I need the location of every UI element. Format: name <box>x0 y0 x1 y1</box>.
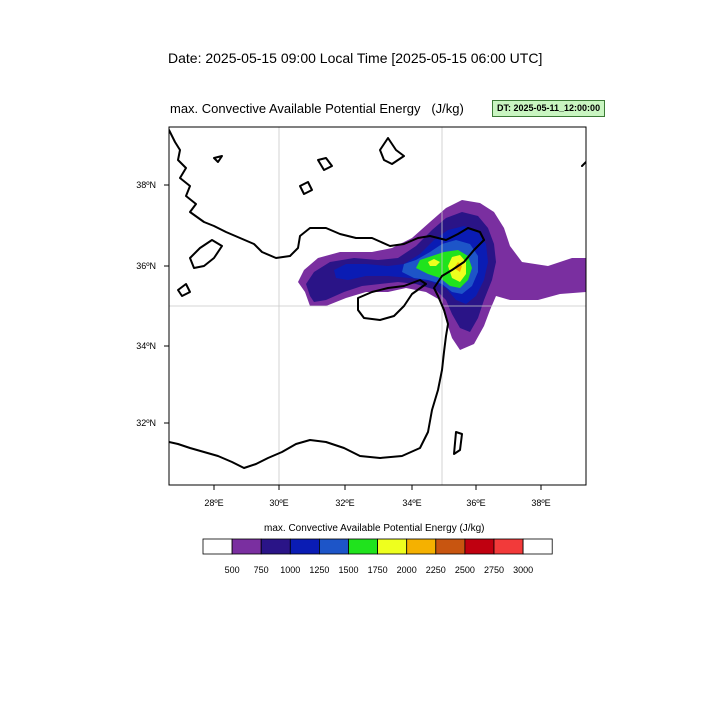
colorbar-box <box>202 538 233 555</box>
colorbar-box <box>464 538 495 555</box>
coast-turkey-bay <box>379 137 405 165</box>
coast-turkey-south <box>169 129 485 259</box>
lat-label: 34ºN <box>136 341 156 351</box>
dt-badge: DT: 2025-05-11_12:00:00 <box>492 100 606 117</box>
coast-island-small-2 <box>177 283 191 297</box>
lon-labels: 28ºE 30ºE 32ºE 34ºE 36ºE 38ºE <box>204 498 550 508</box>
colorbar-box <box>493 538 524 555</box>
colorbar-box <box>231 538 262 555</box>
lon-label: 30ºE <box>269 498 288 508</box>
colorbar-label: 1250 <box>309 565 329 575</box>
colorbar-label: 1750 <box>368 565 388 575</box>
coast-levant <box>169 239 485 469</box>
colorbar-label: 750 <box>254 565 269 575</box>
colorbar-label: 1000 <box>280 565 300 575</box>
cape-level-2000-small <box>428 259 440 266</box>
colorbar-label: 2750 <box>484 565 504 575</box>
map-title: max. Convective Available Potential Ener… <box>170 101 464 116</box>
colorbar-box <box>406 538 437 555</box>
colorbar-box <box>377 538 408 555</box>
colorbar-box <box>260 538 291 555</box>
lat-labels: 38ºN 36ºN 34ºN 32ºN <box>136 180 156 428</box>
coast-island-small-3 <box>453 431 463 455</box>
colorbar-label: 500 <box>225 565 240 575</box>
date-title: Date: 2025-05-15 09:00 Local Time [2025-… <box>168 50 543 66</box>
colorbar-box <box>348 538 379 555</box>
lat-label: 32ºN <box>136 418 156 428</box>
lon-label: 34ºE <box>402 498 421 508</box>
coast-dodecanese-2 <box>317 157 333 171</box>
colorbar-box <box>522 538 553 555</box>
colorbar-box <box>289 538 320 555</box>
coast-island-small-1 <box>213 155 223 163</box>
colorbar-box <box>435 538 466 555</box>
lon-label: 32ºE <box>335 498 354 508</box>
lat-label: 38ºN <box>136 180 156 190</box>
coast-cyprus <box>357 279 427 321</box>
colorbar-label: 2500 <box>455 565 475 575</box>
coast-dodecanese-1 <box>299 181 313 195</box>
colorbar-box <box>318 538 349 555</box>
coast-island-small-4 <box>581 161 586 167</box>
map-frame <box>168 126 587 486</box>
lon-label: 28ºE <box>204 498 223 508</box>
lon-label: 38ºE <box>531 498 550 508</box>
axis-ticks <box>164 184 542 490</box>
lat-label: 36ºN <box>136 261 156 271</box>
colorbar-title: max. Convective Available Potential Ener… <box>264 523 485 534</box>
map-content <box>169 127 586 485</box>
colorbar-labels: 500 750 1000 1250 1500 1750 2000 2250 2500 2750 30… <box>225 565 534 575</box>
lon-label: 36ºE <box>466 498 485 508</box>
coast-crete <box>189 239 223 269</box>
colorbar-label: 2250 <box>426 565 446 575</box>
colorbar-label: 3000 <box>513 565 533 575</box>
colorbar-label: 2000 <box>397 565 417 575</box>
coastlines <box>169 129 586 469</box>
colorbar <box>202 538 553 555</box>
colorbar-label: 1500 <box>338 565 358 575</box>
